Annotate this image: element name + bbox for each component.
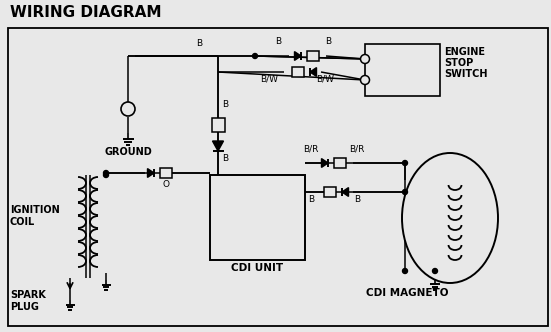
- Text: B: B: [222, 154, 228, 163]
- Polygon shape: [321, 159, 328, 167]
- Circle shape: [104, 171, 109, 176]
- Bar: [8, 28, 548, 326]
- Text: GROUND: GROUND: [104, 147, 152, 157]
- Text: B: B: [354, 195, 360, 204]
- Text: ENGINE: ENGINE: [444, 47, 485, 57]
- Bar: [212, 118, 224, 132]
- Text: IGNITION
COIL: IGNITION COIL: [10, 205, 60, 227]
- Text: B: B: [196, 39, 202, 48]
- Text: CDI UNIT: CDI UNIT: [231, 263, 284, 273]
- Text: SWITCH: SWITCH: [444, 69, 488, 79]
- Text: B: B: [275, 37, 281, 46]
- Bar: [307, 51, 319, 61]
- Polygon shape: [148, 169, 154, 177]
- Circle shape: [402, 269, 408, 274]
- Polygon shape: [342, 188, 348, 197]
- Bar: [334, 158, 346, 168]
- Text: SPARK
PLUG: SPARK PLUG: [10, 290, 46, 312]
- Circle shape: [104, 173, 109, 178]
- Ellipse shape: [402, 153, 498, 283]
- Text: B/R: B/R: [349, 144, 365, 153]
- Circle shape: [402, 190, 408, 195]
- Polygon shape: [294, 51, 301, 60]
- Text: B/W: B/W: [260, 75, 278, 84]
- Text: B/W: B/W: [316, 75, 334, 84]
- Circle shape: [121, 102, 135, 116]
- Bar: [210, 175, 305, 260]
- Polygon shape: [310, 68, 316, 76]
- Text: CDI MAGNETO: CDI MAGNETO: [366, 288, 449, 298]
- Polygon shape: [213, 141, 224, 151]
- Circle shape: [402, 160, 408, 165]
- Text: B/R: B/R: [303, 144, 318, 153]
- Circle shape: [360, 75, 370, 85]
- Text: O: O: [163, 180, 170, 189]
- Text: B: B: [222, 100, 228, 109]
- Text: STOP: STOP: [444, 58, 473, 68]
- Bar: [292, 67, 304, 77]
- Circle shape: [360, 54, 370, 63]
- Text: WIRING DIAGRAM: WIRING DIAGRAM: [10, 5, 161, 20]
- Bar: [324, 187, 336, 197]
- Bar: [160, 168, 172, 178]
- Text: B: B: [308, 195, 314, 204]
- Circle shape: [252, 53, 257, 58]
- Bar: [365, 44, 440, 96]
- Text: B: B: [325, 37, 331, 46]
- Circle shape: [433, 269, 437, 274]
